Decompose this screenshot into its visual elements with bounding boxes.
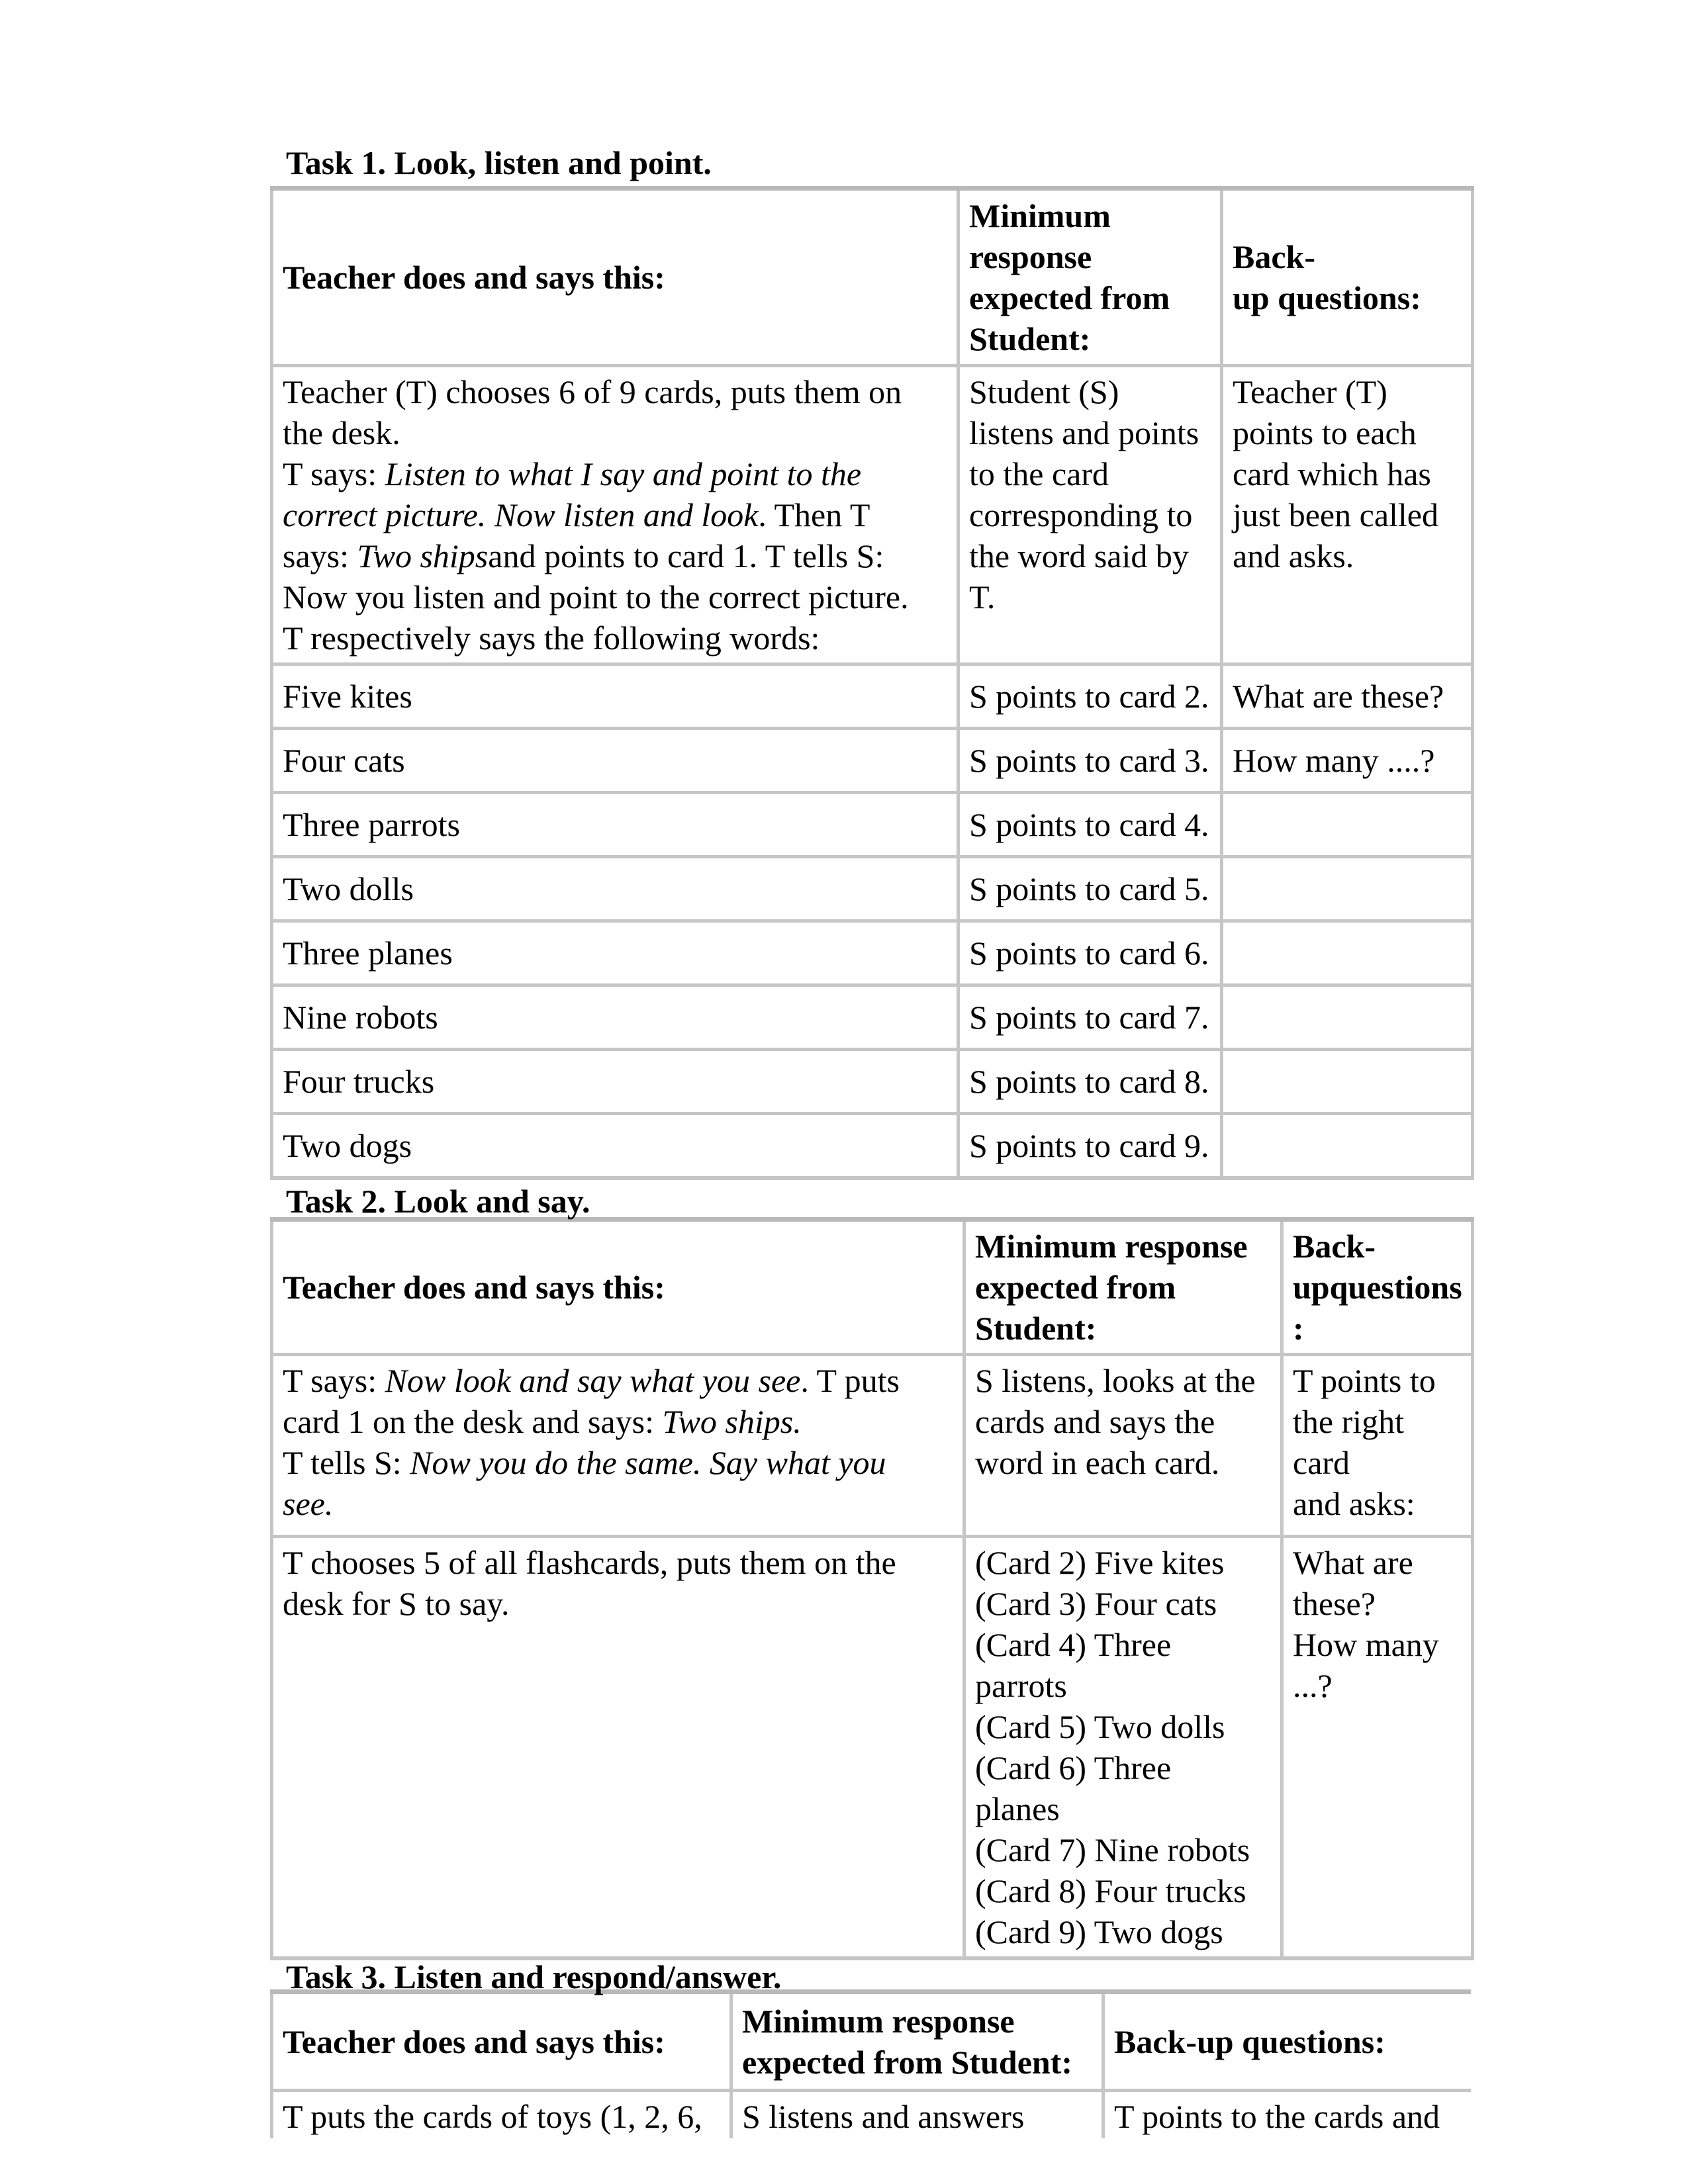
task3-instruction-row: T puts the cards of toys (1, 2, 6, S lis… xyxy=(270,2089,1471,2138)
word-cell: Two dogs xyxy=(270,1112,960,1180)
backup-cell: What are these? How many ...? xyxy=(1280,1535,1474,1960)
task1-header-row: Teacher does and says this: Minimum resp… xyxy=(270,187,1474,367)
task3-header-backup: Back-up questions: xyxy=(1102,1990,1471,2092)
task2-header-backup: Back- upquestions: xyxy=(1280,1218,1474,1356)
word-cell: Three planes xyxy=(270,919,960,987)
response-cell: S points to card 5. xyxy=(957,855,1223,923)
teacher-cell: T puts the cards of toys (1, 2, 6, xyxy=(270,2089,733,2138)
word-cell: Two dolls xyxy=(270,855,960,923)
backup-cell: Teacher (T) points to each card which ha… xyxy=(1220,364,1474,666)
task3-table: Teacher does and says this: Minimum resp… xyxy=(270,1989,1471,2138)
backup-cell: How many ....? xyxy=(1220,727,1474,794)
word-cell: Five kites xyxy=(270,662,960,730)
task2-header-response: Minimum response expected from Student: xyxy=(962,1218,1284,1356)
response-cell: S points to card 4. xyxy=(957,791,1223,858)
backup-cell xyxy=(1220,1048,1474,1115)
task1-heading: Task 1. Look, listen and point. xyxy=(286,144,712,181)
task2-heading: Task 2. Look and say. xyxy=(286,1183,590,1220)
page-content: Task 1. Look, listen and point. Teacher … xyxy=(270,144,1474,2138)
backup-cell xyxy=(1220,983,1474,1051)
response-cell: S listens and answers xyxy=(729,2089,1105,2138)
response-cell: S points to card 2. xyxy=(957,662,1223,730)
task1-instruction-row: Teacher (T) chooses 6 of 9 cards, puts t… xyxy=(270,364,1474,666)
table-row: Three planes S points to card 6. xyxy=(270,919,1474,987)
word-cell: Four trucks xyxy=(270,1048,960,1115)
task3-heading: Task 3. Listen and respond/answer. xyxy=(286,1958,782,1995)
table-row: Two dogs S points to card 9. xyxy=(270,1112,1474,1180)
backup-cell: T points to the cards and xyxy=(1102,2089,1471,2138)
word-cell: Three parrots xyxy=(270,791,960,858)
backup-cell: T points to the right card and asks: xyxy=(1280,1353,1474,1538)
task3-header-teacher: Teacher does and says this: xyxy=(270,1990,733,2092)
response-cell: Student (S) listens and points to the ca… xyxy=(957,364,1223,666)
response-cell: S listens, looks at the cards and says t… xyxy=(962,1353,1284,1538)
table-row: Five kites S points to card 2. What are … xyxy=(270,662,1474,730)
task3-header-row: Teacher does and says this: Minimum resp… xyxy=(270,1990,1471,2092)
table-row: Four cats S points to card 3. How many .… xyxy=(270,727,1474,794)
response-cell: S points to card 6. xyxy=(957,919,1223,987)
response-cell: S points to card 3. xyxy=(957,727,1223,794)
task2-cards-row: T chooses 5 of all flashcards, puts them… xyxy=(270,1535,1474,1960)
task2-table: Teacher does and says this: Minimum resp… xyxy=(270,1217,1474,1960)
backup-cell xyxy=(1220,791,1474,858)
table-row: Four trucks S points to card 8. xyxy=(270,1048,1474,1115)
task2-instruction-row: T says: Now look and say what you see. T… xyxy=(270,1353,1474,1538)
backup-cell xyxy=(1220,855,1474,923)
response-cell: (Card 2) Five kites (Card 3) Four cats (… xyxy=(962,1535,1284,1960)
teacher-cell: Teacher (T) chooses 6 of 9 cards, puts t… xyxy=(270,364,960,666)
word-cell: Four cats xyxy=(270,727,960,794)
table-row: Two dolls S points to card 5. xyxy=(270,855,1474,923)
task1-header-response: Minimum response expected from Student: xyxy=(957,187,1223,367)
table-row: Nine robots S points to card 7. xyxy=(270,983,1474,1051)
backup-cell xyxy=(1220,1112,1474,1180)
table-row: Three parrots S points to card 4. xyxy=(270,791,1474,858)
task1-header-teacher: Teacher does and says this: xyxy=(270,187,960,367)
response-cell: S points to card 7. xyxy=(957,983,1223,1051)
task2-header-teacher: Teacher does and says this: xyxy=(270,1218,966,1356)
task3-table-clip: Teacher does and says this: Minimum resp… xyxy=(270,1989,1471,2138)
task2-header-row: Teacher does and says this: Minimum resp… xyxy=(270,1218,1474,1356)
response-cell: S points to card 8. xyxy=(957,1048,1223,1115)
backup-cell: What are these? xyxy=(1220,662,1474,730)
teacher-cell: T chooses 5 of all flashcards, puts them… xyxy=(270,1535,966,1960)
word-cell: Nine robots xyxy=(270,983,960,1051)
task1-table: Teacher does and says this: Minimum resp… xyxy=(270,186,1474,1180)
teacher-cell: T says: Now look and say what you see. T… xyxy=(270,1353,966,1538)
response-cell: S points to card 9. xyxy=(957,1112,1223,1180)
task3-header-response: Minimum response expected from Student: xyxy=(729,1990,1105,2092)
task1-header-backup: Back- up questions: xyxy=(1220,187,1474,367)
backup-cell xyxy=(1220,919,1474,987)
